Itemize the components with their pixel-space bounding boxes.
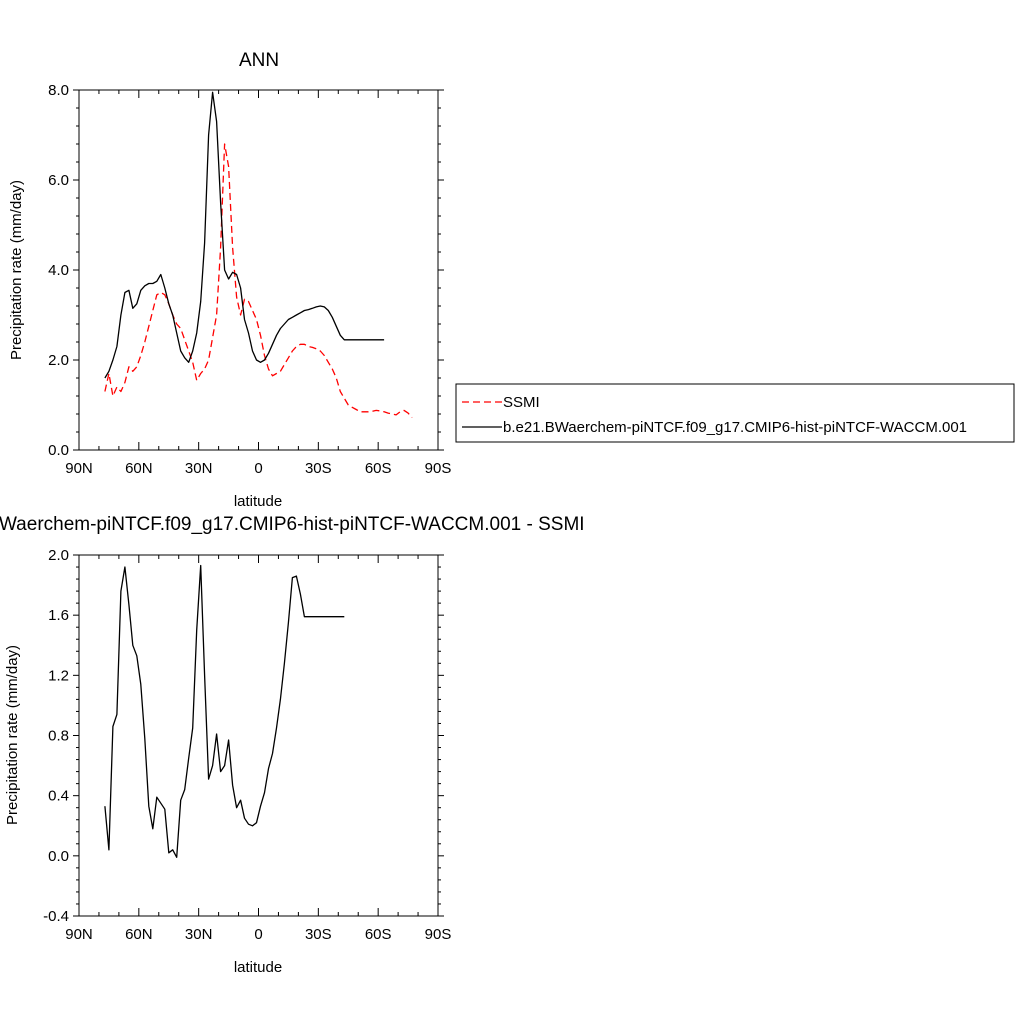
bottom-x-tick-label: 30N [185,926,213,943]
bottom-x-tick-label: 90S [425,926,452,943]
top-plot-frame [78,89,439,451]
legend: SSMI b.e21.BWaerchem-piNTCF.f09_g17.CMIP… [455,383,1015,443]
bottom-y-tick-label: 0.4 [48,788,69,805]
bottom-y-axis-label: Precipitation rate (mm/day) [4,645,21,825]
top-y-tick-label: 8.0 [48,82,69,99]
top-y-tick-label: 4.0 [48,262,69,279]
legend-box [455,383,1015,443]
bottom-y-tick-label: 0.8 [48,728,69,745]
top-y-tick-label: 6.0 [48,172,69,189]
top-series-lines [104,91,413,419]
top-ssmi-line [104,143,413,419]
top-x-tick-label: 60S [365,460,392,477]
top-x-axis-label: latitude [234,493,282,510]
bottom-x-tick-label: 90N [65,926,93,943]
bottom-plot-frame [78,554,439,917]
bottom-x-tick-label: 0 [254,926,262,943]
bottom-y-tick-label: 2.0 [48,547,69,564]
top-x-tick-label: 30S [305,460,332,477]
bottom-y-tick-label: -0.4 [43,908,69,925]
top-ticks: 90N 60N 30N 0 30S 60S 90S 0.0 2.0 4.0 6.0 8.0 [48,82,451,477]
bottom-y-tick-label: 0.0 [48,848,69,865]
top-x-tick-label: 90N [65,460,93,477]
legend-ssmi-label: SSMI [503,394,540,411]
top-chart-title: ANN [239,50,279,71]
legend-model-label: b.e21.BWaerchem-piNTCF.f09_g17.CMIP6-his… [503,419,967,436]
bottom-y-tick-label: 1.2 [48,667,69,684]
top-y-tick-label: 2.0 [48,352,69,369]
top-model-line [104,91,385,379]
bottom-x-tick-label: 60S [365,926,392,943]
bottom-y-tick-label: 1.6 [48,607,69,624]
bottom-series-lines [104,564,345,858]
top-x-tick-label: 30N [185,460,213,477]
top-x-tick-label: 60N [125,460,153,477]
top-x-tick-label: 0 [254,460,262,477]
top-panel: ANN latitude Precipitation rate (mm/day)… [8,50,451,510]
bottom-x-tick-label: 30S [305,926,332,943]
bottom-difference-line [104,564,345,858]
bottom-x-tick-label: 60N [125,926,153,943]
bottom-x-axis-label: latitude [234,959,282,976]
bottom-panel: b.e21.BWaerchem-piNTCF.f09_g17.CMIP6-his… [0,514,585,976]
bottom-ticks: 90N 60N 30N 0 30S 60S 90S -0.4 0.0 0.4 0.8 1.2 1.6 2.… [43,547,451,943]
bottom-chart-title: b.e21.BWaerchem-piNTCF.f09_g17.CMIP6-his… [0,514,585,535]
top-y-tick-label: 0.0 [48,442,69,459]
top-x-tick-label: 90S [425,460,452,477]
top-y-axis-label: Precipitation rate (mm/day) [8,180,25,360]
